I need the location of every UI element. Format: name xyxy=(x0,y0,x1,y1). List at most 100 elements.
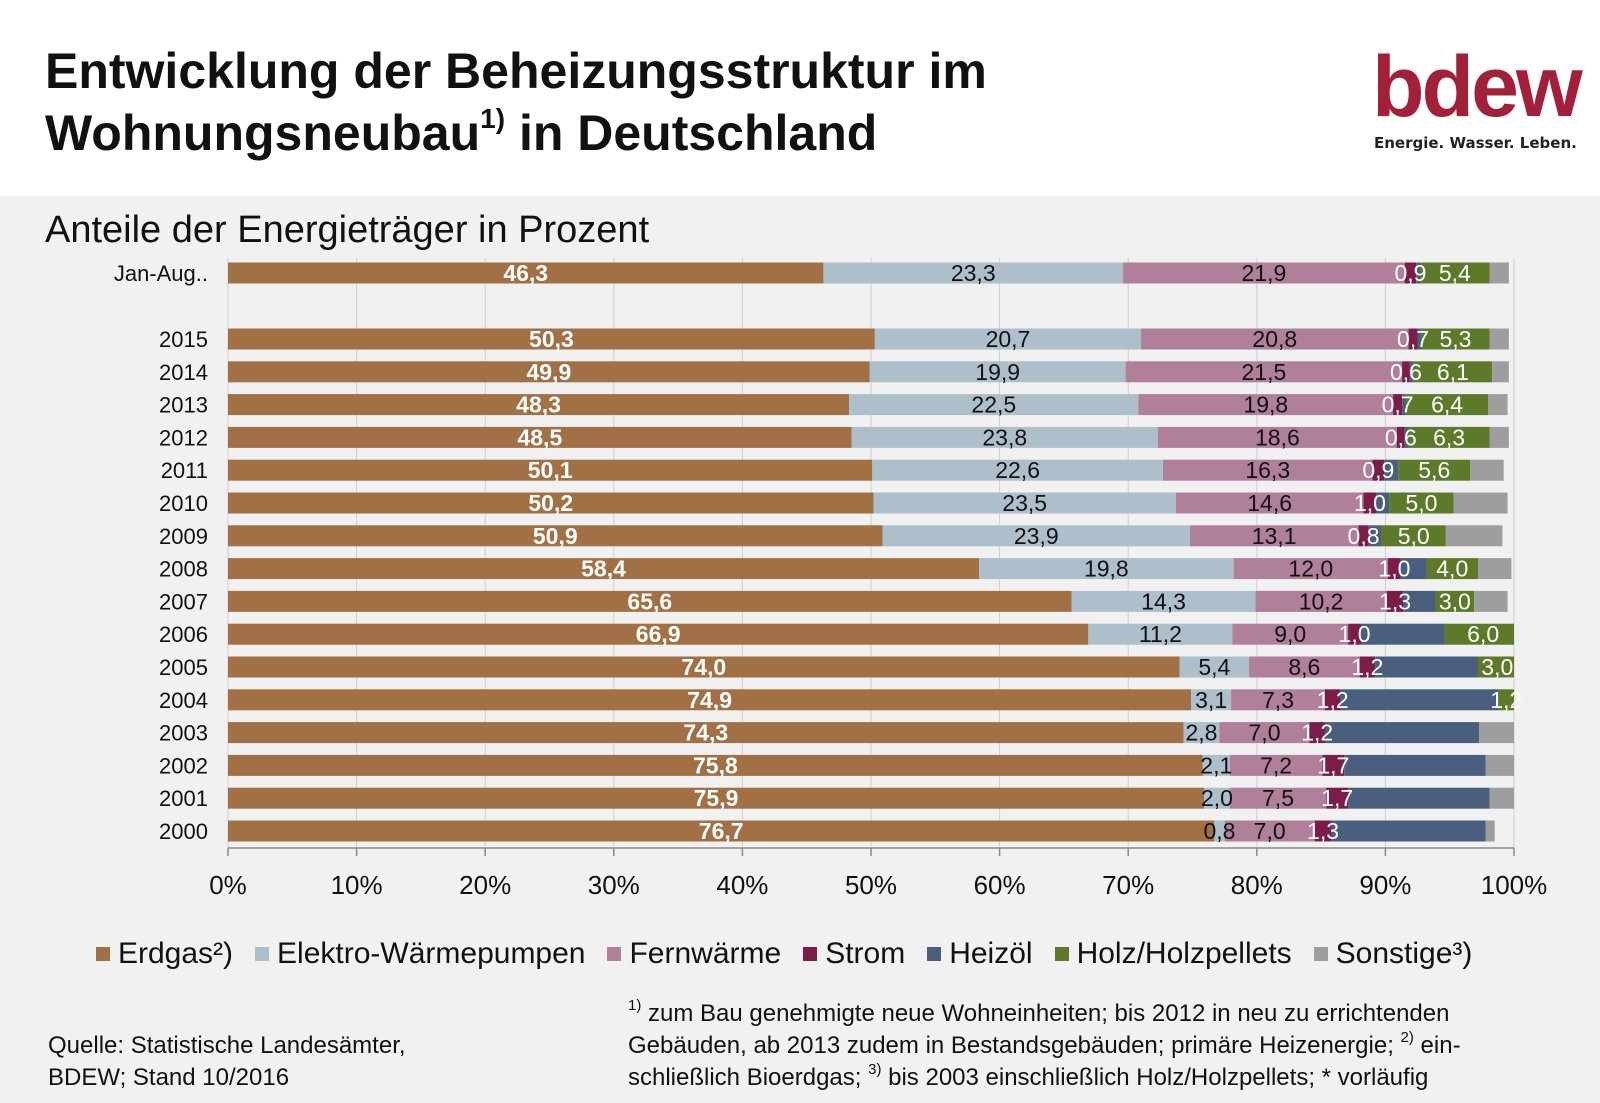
data-label: 7,2 xyxy=(1260,752,1292,778)
bar-segment xyxy=(228,492,874,514)
x-tick-label: 90% xyxy=(1359,870,1411,900)
bar-segment xyxy=(872,459,1163,481)
bar-segment xyxy=(1071,590,1256,612)
bar-segment xyxy=(1445,525,1503,547)
bar-segment xyxy=(1489,262,1509,284)
bar-segment xyxy=(1359,656,1376,678)
bar-segment xyxy=(874,328,1142,350)
footnote-text-3b: bis 2003 einschließlich Holz/Holzpellets… xyxy=(881,1064,1429,1091)
bar-segment xyxy=(1417,328,1422,350)
bar-segment xyxy=(1405,394,1489,416)
data-label: 19,8 xyxy=(1084,556,1129,582)
footnote-marker-3: 3) xyxy=(868,1061,882,1078)
bar-segment xyxy=(1479,722,1514,744)
data-label: 0,6 xyxy=(1390,359,1422,385)
data-label: 50,9 xyxy=(533,523,578,549)
x-tick-label: 70% xyxy=(1102,870,1154,900)
legend-item: Holz/Holzpellets xyxy=(1054,937,1292,971)
bar-segment xyxy=(1189,525,1359,547)
bar-segment xyxy=(1444,623,1514,645)
data-label: 75,8 xyxy=(693,752,738,778)
source-note: Quelle: Statistische Landesämter, BDEW; … xyxy=(48,1030,568,1094)
bar-segment xyxy=(1384,459,1399,481)
data-label: 6,3 xyxy=(1433,424,1465,450)
legend-label: Sonstige³) xyxy=(1335,937,1473,970)
bar-segment xyxy=(1138,394,1394,416)
data-label: 0,8 xyxy=(1348,523,1380,549)
data-label: 10,2 xyxy=(1299,588,1344,614)
bar-segment xyxy=(228,787,1205,809)
bar-segment xyxy=(1376,492,1390,514)
legend-swatch xyxy=(927,947,942,961)
data-label: 50,2 xyxy=(528,490,573,516)
data-label: 48,5 xyxy=(517,424,562,450)
data-label: 2,1 xyxy=(1200,752,1232,778)
legend-item: Strom xyxy=(803,937,905,971)
data-label: 1,3 xyxy=(1379,588,1411,614)
data-label: 7,0 xyxy=(1254,818,1286,844)
data-label: 50,1 xyxy=(528,457,573,483)
title-line-1: Entwicklung der Beheizungsstruktur im xyxy=(45,43,987,99)
category-label: 2003 xyxy=(159,721,208,746)
bar-segment xyxy=(1331,820,1486,842)
category-label: 2014 xyxy=(159,360,208,385)
data-label: 1,2 xyxy=(1301,720,1333,746)
bar-segment xyxy=(1123,262,1405,284)
data-label: 7,3 xyxy=(1262,687,1294,713)
data-label: 5,0 xyxy=(1405,490,1437,516)
data-label: 65,6 xyxy=(627,588,672,614)
legend-label: Erdgas²) xyxy=(118,937,234,970)
data-label: 1,2 xyxy=(1490,687,1522,713)
data-label: 1,0 xyxy=(1354,490,1386,516)
bar-segment xyxy=(1183,722,1220,744)
bar-segment xyxy=(1322,754,1345,776)
data-label: 4,0 xyxy=(1436,556,1468,582)
data-label: 0,7 xyxy=(1382,392,1414,418)
data-label: 5,3 xyxy=(1439,326,1471,352)
data-label: 1,2 xyxy=(1317,687,1349,713)
bar-segment xyxy=(1393,394,1403,416)
x-tick-label: 50% xyxy=(845,870,897,900)
data-label: 19,9 xyxy=(975,359,1020,385)
bar-segment xyxy=(1404,426,1409,448)
bar-segment xyxy=(1344,754,1486,776)
legend-label: Strom xyxy=(825,937,906,970)
legend-swatch xyxy=(1054,947,1069,961)
bar-segment xyxy=(1249,656,1360,678)
header: Entwicklung der Beheizungsstruktur im Wo… xyxy=(0,0,1600,196)
category-label: 2008 xyxy=(159,557,208,582)
bar-segment xyxy=(1435,590,1475,612)
bar-segment xyxy=(1219,722,1310,744)
stacked-bar-chart: Jan-Aug.. 2015 2014 2013 2012 2011 2010 2009 200… xyxy=(114,258,1547,900)
bar-segment xyxy=(1420,262,1490,284)
data-label: 1,3 xyxy=(1307,818,1339,844)
data-label: 3,1 xyxy=(1195,687,1227,713)
legend-swatch xyxy=(607,947,622,961)
x-tick-label: 80% xyxy=(1231,870,1283,900)
legend-item: Sonstige³) xyxy=(1313,937,1473,971)
data-label: 9,0 xyxy=(1274,621,1306,647)
bar-segment xyxy=(1348,787,1490,809)
bar-segment xyxy=(1400,558,1427,580)
data-label: 74,3 xyxy=(683,720,728,746)
data-label: 22,5 xyxy=(971,392,1016,418)
legend-swatch xyxy=(803,947,818,961)
bar-segment xyxy=(849,394,1139,416)
x-tick-label: 20% xyxy=(459,870,511,900)
bar-segment xyxy=(1381,525,1446,547)
bar-segment xyxy=(1231,689,1325,711)
footnote-line-2: Gebäuden, ab 2013 zudem in Bestandsgebäu… xyxy=(628,1030,1588,1062)
bar-segment xyxy=(1396,426,1405,448)
bar-segment xyxy=(1386,590,1404,612)
data-label: 2,0 xyxy=(1201,785,1233,811)
data-label: 21,5 xyxy=(1241,359,1286,385)
data-label: 3,0 xyxy=(1439,588,1471,614)
bar-segment xyxy=(1162,459,1373,481)
data-label: 6,0 xyxy=(1467,621,1499,647)
data-label: 11,2 xyxy=(1139,621,1182,647)
data-label: 20,8 xyxy=(1252,326,1297,352)
bar-segment xyxy=(851,426,1158,448)
bar-segment xyxy=(1309,722,1325,744)
data-label: 7,0 xyxy=(1249,720,1281,746)
bar-segment xyxy=(1485,820,1495,842)
